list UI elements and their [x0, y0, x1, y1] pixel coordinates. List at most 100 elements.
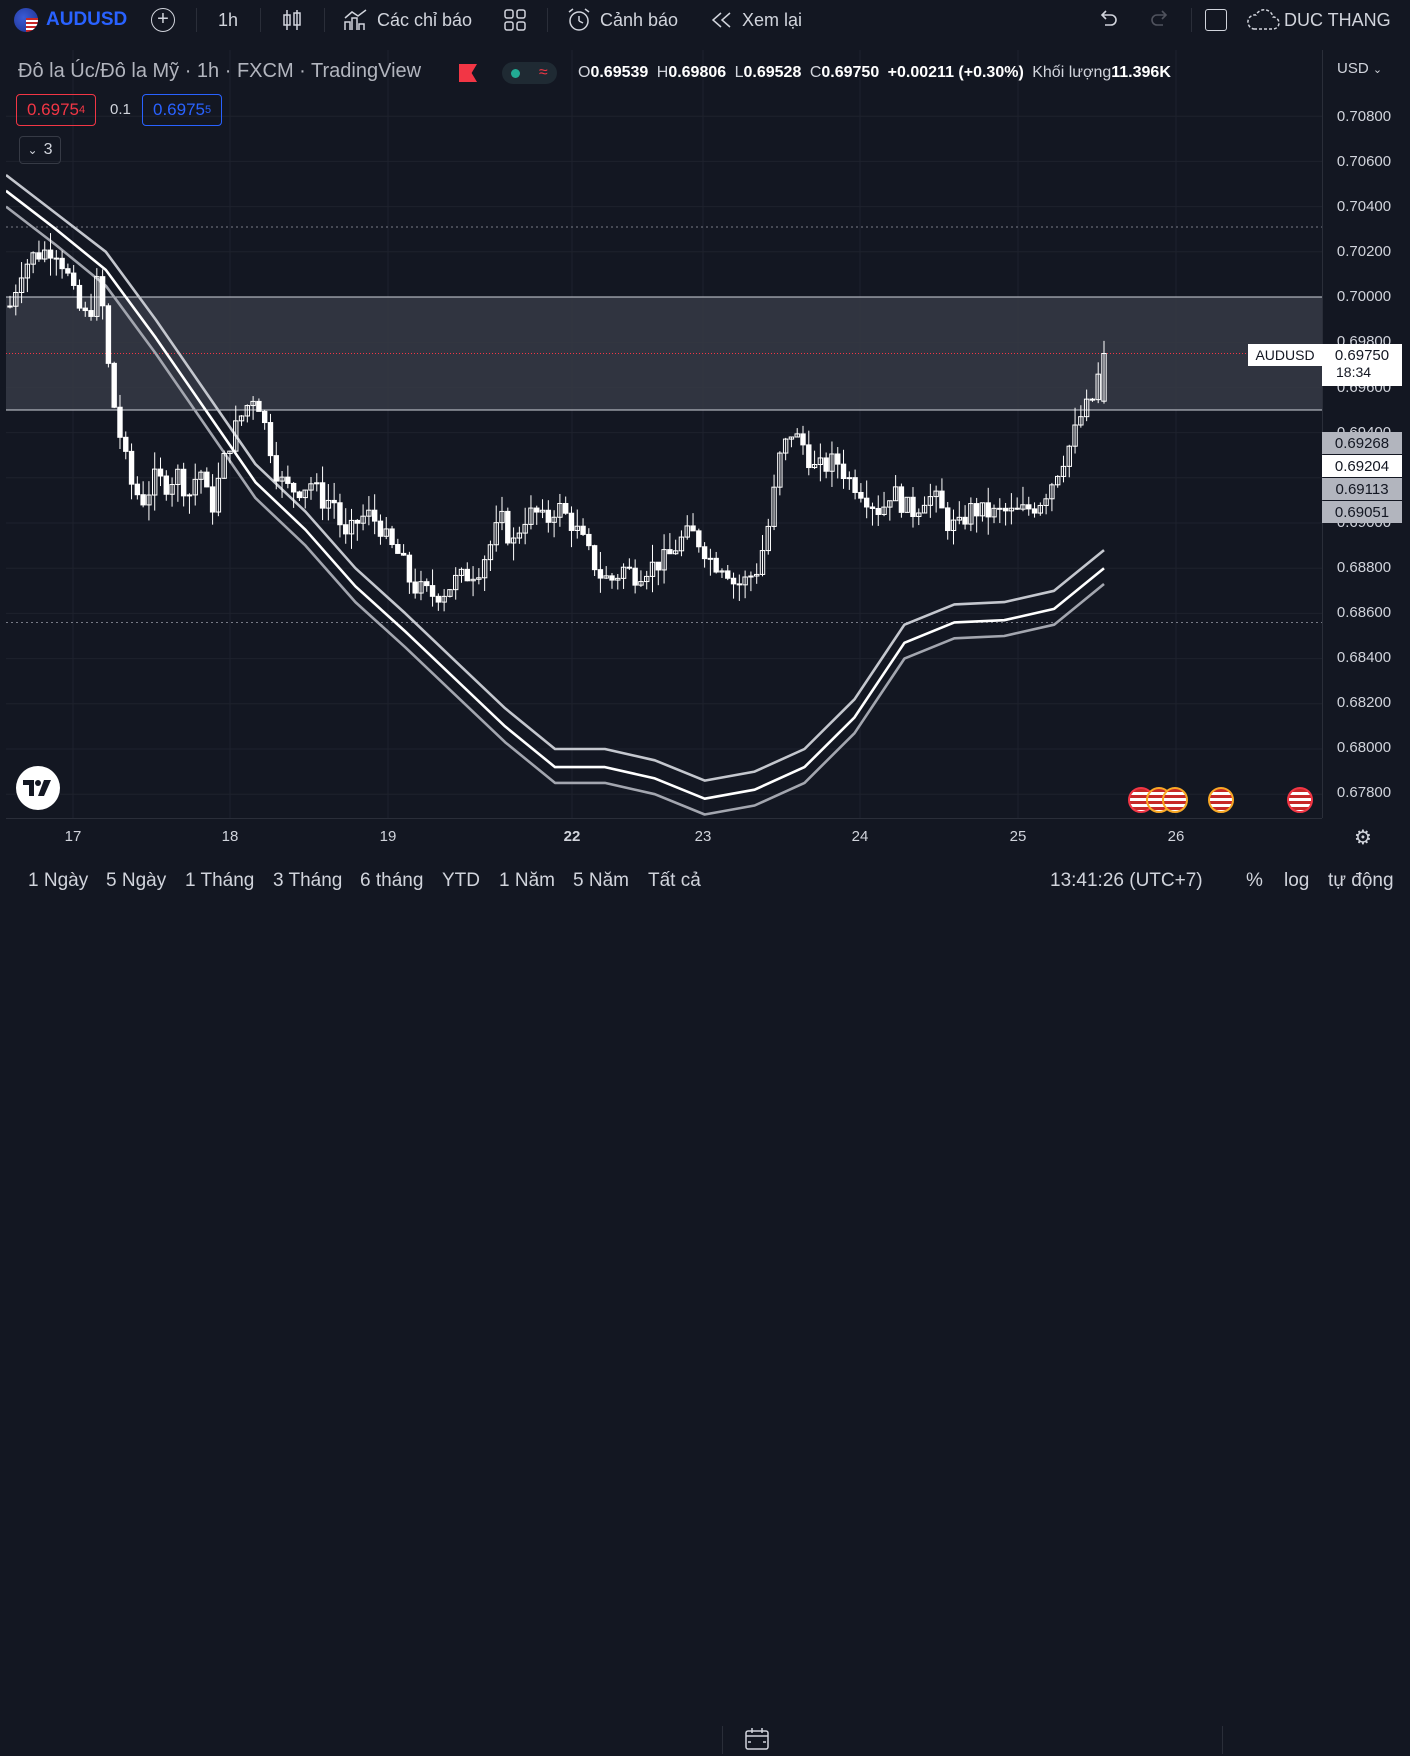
redo-icon	[1151, 10, 1168, 26]
candle-body	[898, 486, 905, 513]
candle-body	[615, 577, 621, 581]
candle-body	[470, 578, 476, 582]
percent-scale-toggle[interactable]: %	[1246, 870, 1263, 891]
templates-button[interactable]	[504, 0, 526, 40]
undo-button[interactable]	[1097, 0, 1119, 40]
candle-body	[979, 502, 986, 517]
time-axis[interactable]	[6, 818, 1322, 859]
replay-button[interactable]: Xem lại	[710, 0, 802, 40]
candle-body	[725, 570, 731, 579]
band-value-label: 0.69113	[1322, 478, 1402, 500]
candle-body	[794, 433, 800, 438]
candle-body	[962, 516, 968, 525]
save-layout-button[interactable]: DUC THANG	[1246, 0, 1391, 40]
layout-button[interactable]	[1205, 0, 1227, 40]
candle-body	[99, 276, 106, 307]
candle-body	[215, 477, 222, 513]
candle-body	[701, 546, 708, 560]
candle-body	[713, 557, 719, 573]
candle-body	[568, 512, 575, 531]
candle-body	[840, 463, 847, 479]
range-1d-button[interactable]: 1 Ngày	[28, 870, 89, 891]
candle-body	[435, 595, 442, 603]
candle-body	[175, 468, 181, 486]
price-chart[interactable]	[6, 50, 1322, 818]
chart-type-button[interactable]	[281, 0, 303, 40]
collapse-indicators-button[interactable]: ⌄ 3	[19, 136, 61, 164]
rewind-icon	[711, 12, 731, 28]
chevron-down-icon: ⌄	[27, 143, 38, 157]
range-5y-button[interactable]: 5 Năm	[573, 870, 629, 891]
compare-add-button[interactable]: +	[151, 0, 175, 40]
auto-scale-toggle[interactable]: tự động	[1328, 870, 1394, 891]
candle-body	[632, 567, 638, 586]
candle-body	[464, 568, 470, 582]
candle-body	[418, 581, 424, 594]
time-tick-label: 25	[1009, 828, 1027, 845]
sell-button[interactable]: 0.6975 4	[16, 94, 97, 126]
economic-event-icon[interactable]	[1287, 787, 1313, 813]
clock-timezone[interactable]: 13:41:26 (UTC+7)	[1050, 870, 1203, 891]
chart-legend-title: Đô la Úc/Đô la Mỹ · 1h · FXCM · TradingV…	[18, 60, 422, 82]
candle-body	[447, 589, 453, 597]
candle-body	[1072, 424, 1078, 447]
candle-body	[18, 277, 25, 293]
interval-button[interactable]: 1h	[218, 0, 238, 40]
economic-event-icon[interactable]	[1208, 787, 1234, 813]
candle-body	[412, 581, 418, 594]
redo-button[interactable]	[1149, 0, 1171, 40]
time-tick-label: 23	[694, 828, 712, 845]
candle-body	[42, 249, 48, 260]
range-all-button[interactable]: Tất cả	[648, 870, 701, 891]
candle-body	[638, 581, 644, 586]
status-pill[interactable]: ≈	[502, 62, 557, 84]
candle-body	[945, 507, 951, 532]
candle-body	[128, 450, 135, 485]
candle-body	[846, 477, 853, 480]
candle-body	[609, 575, 615, 581]
cloud-icon	[1247, 9, 1280, 30]
undo-icon	[1100, 10, 1117, 26]
range-ytd-button[interactable]: YTD	[442, 870, 480, 891]
candle-body	[1037, 504, 1044, 514]
tradingview-logo[interactable]	[16, 766, 60, 810]
candle-body	[453, 574, 459, 591]
range-6m-button[interactable]: 6 tháng	[360, 870, 424, 891]
buy-button[interactable]: 0.6975 5	[142, 94, 223, 126]
go-to-date-button[interactable]	[744, 1727, 770, 1756]
candle-body	[1031, 508, 1038, 514]
symbol-search-button[interactable]: AUDUSD	[14, 0, 127, 40]
candle-body	[522, 523, 528, 534]
candle-body	[152, 468, 158, 496]
candle-body	[626, 566, 633, 569]
candle-body	[823, 457, 829, 472]
log-scale-toggle[interactable]: log	[1284, 870, 1310, 891]
flag-icon	[14, 8, 38, 32]
candle-body	[204, 471, 210, 488]
time-tick-label: 22	[563, 828, 581, 845]
candle-body	[209, 486, 216, 513]
candle-body	[261, 410, 268, 424]
range-1m-button[interactable]: 1 Tháng	[185, 870, 255, 891]
candle-body	[950, 519, 957, 532]
settings-gear-icon[interactable]: ⚙	[1354, 827, 1372, 849]
alert-button[interactable]: Cảnh báo	[566, 0, 678, 40]
candle-body	[771, 486, 777, 527]
range-1y-button[interactable]: 1 Năm	[499, 870, 555, 891]
symbol-tag: AUDUSD	[1248, 344, 1322, 366]
candle-body	[586, 533, 592, 547]
currency-selector[interactable]: USD ⌄	[1337, 60, 1383, 77]
range-3m-button[interactable]: 3 Tháng	[273, 870, 343, 891]
replay-label: Xem lại	[742, 9, 803, 30]
economic-event-icon[interactable]	[1162, 787, 1188, 813]
candle-body	[545, 509, 552, 523]
candle-body	[279, 476, 285, 482]
indicators-button[interactable]: Các chỉ báo	[343, 0, 472, 40]
candle-body	[620, 566, 627, 579]
calendar-range-icon	[745, 1728, 769, 1750]
candle-body	[169, 484, 175, 495]
candle-body	[7, 305, 13, 308]
candle-body	[198, 471, 204, 480]
candle-body	[406, 554, 413, 583]
range-5d-button[interactable]: 5 Ngày	[106, 870, 167, 891]
